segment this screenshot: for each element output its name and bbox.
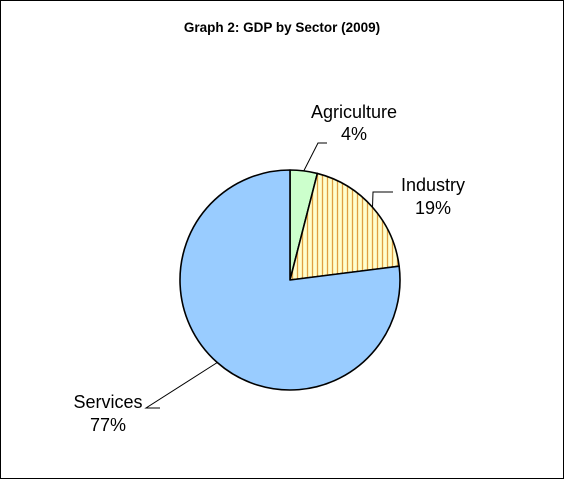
pie-slice-services — [179, 169, 401, 391]
leader-line-services — [144, 362, 218, 409]
chart-title: Graph 2: GDP by Sector (2009) — [183, 20, 381, 35]
leader-line-industry — [372, 191, 393, 208]
label-services-value: 77% — [90, 415, 126, 435]
label-industry-name: Industry — [401, 175, 465, 195]
label-services-name: Services — [73, 392, 142, 412]
label-industry-value: 19% — [415, 198, 451, 218]
label-agriculture-name: Agriculture — [311, 102, 397, 122]
label-agriculture-value: 4% — [341, 124, 367, 144]
leader-line-agriculture — [303, 142, 327, 172]
